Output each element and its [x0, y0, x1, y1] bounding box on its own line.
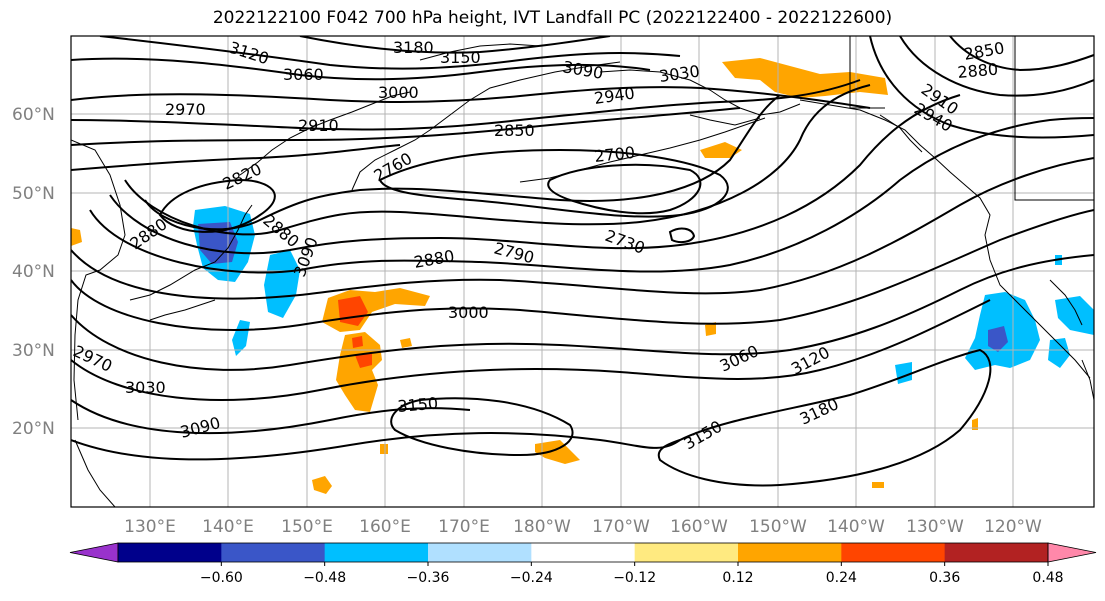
colorbar-tick-label: −0.36 [407, 570, 450, 586]
longitude-axis: 130°E 140°E 150°E 160°E 170°E 180°W 170°… [124, 517, 1042, 537]
lon-tick-label: 170°E [438, 517, 490, 537]
colorbar-extend-low [69, 542, 119, 563]
height-contours [71, 36, 1094, 487]
lon-tick-label: 150°E [281, 517, 333, 537]
map-title: 2022122100 F042 700 hPa height, IVT Land… [212, 8, 893, 28]
contour-label: 3000 [378, 83, 419, 102]
contour-label: 3030 [125, 378, 166, 397]
lon-tick-label: 130°W [906, 517, 964, 537]
lon-tick-label: 140°W [827, 517, 885, 537]
lon-tick-label: 180°W [513, 517, 571, 537]
colorbar-tick-label: 0.36 [929, 570, 960, 586]
lat-tick-label: 40°N [12, 262, 55, 282]
lon-tick-label: 150°W [749, 517, 807, 537]
colorbar-tick-label: 0.48 [1032, 570, 1063, 586]
colorbar: −0.60 −0.48 −0.36 −0.24 −0.12 0.12 0.24 0.36 0.4… [69, 542, 1097, 586]
contour-label: 2910 [298, 116, 339, 135]
latitude-axis: 60°N 50°N 40°N 30°N 20°N [12, 105, 55, 439]
lon-tick-label: 140°E [202, 517, 254, 537]
lat-tick-label: 30°N [12, 341, 55, 361]
colorbar-segment [531, 543, 636, 562]
colorbar-extend-high [1047, 542, 1097, 563]
contour-label: 3150 [440, 48, 481, 67]
lon-tick-label: 130°E [124, 517, 176, 537]
contour-label: 3180 [393, 38, 434, 57]
lon-tick-label: 160°W [670, 517, 728, 537]
lat-tick-label: 60°N [12, 105, 55, 125]
colorbar-segment [634, 543, 739, 562]
colorbar-tick-label: −0.24 [510, 570, 553, 586]
ivt-positive-shading [71, 58, 978, 494]
contour-label: 3060 [283, 65, 324, 84]
colorbar-outline [117, 542, 1049, 563]
colorbar-segment [118, 543, 222, 562]
colorbar-tick-label: −0.60 [200, 570, 243, 586]
colorbar-segment [738, 543, 842, 562]
contour-label: 3000 [448, 303, 489, 322]
lon-tick-label: 120°W [984, 517, 1042, 537]
colorbar-tick-label: 0.12 [722, 570, 753, 586]
colorbar-tick-label: −0.48 [303, 570, 346, 586]
colorbar-segment [841, 543, 946, 562]
lat-tick-label: 50°N [12, 184, 55, 204]
contour-label: 2880 [957, 60, 999, 82]
map-frame [70, 35, 1095, 508]
colorbar-segment [221, 543, 326, 562]
contour-label: 2700 [593, 143, 635, 166]
colorbar-tick-label: −0.12 [613, 570, 656, 586]
lat-tick-label: 20°N [12, 419, 55, 439]
colorbar-segment [324, 543, 429, 562]
colorbar-segment [428, 543, 532, 562]
contour-label: 2970 [165, 100, 206, 119]
colorbar-segment [944, 543, 1049, 562]
lon-tick-label: 160°E [359, 517, 411, 537]
colorbar-tick-label: 0.24 [826, 570, 857, 586]
contour-label: 3150 [397, 394, 439, 416]
lon-tick-label: 170°W [592, 517, 650, 537]
contour-label: 2850 [494, 121, 535, 140]
